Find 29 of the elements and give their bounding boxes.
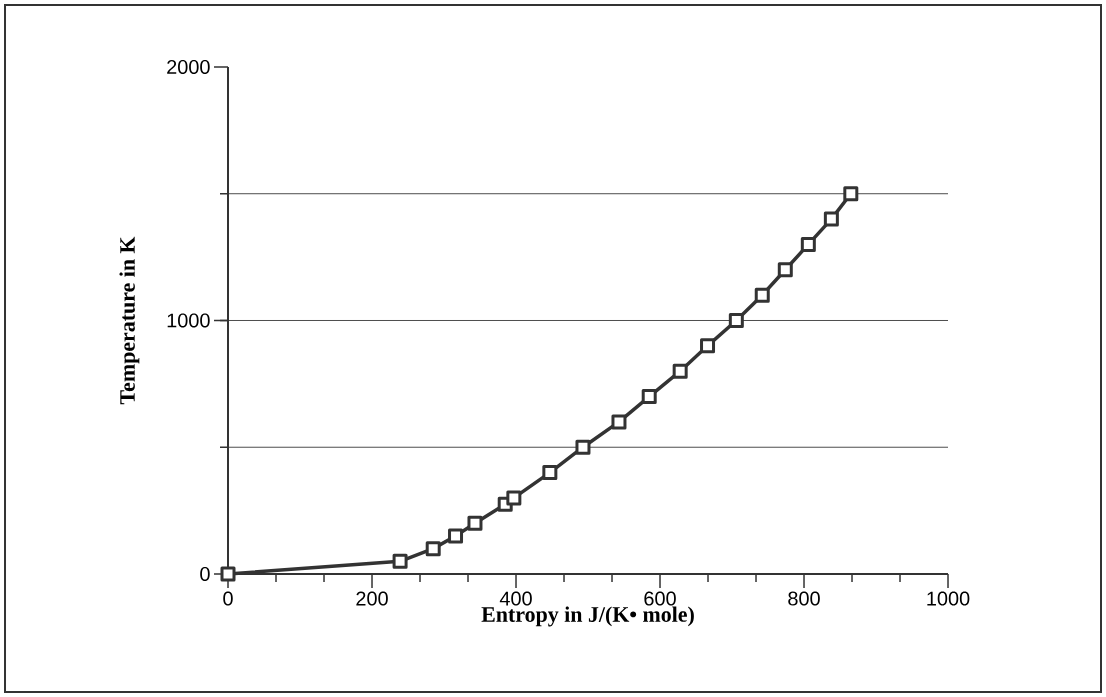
y-tick-label: 1000 (167, 313, 210, 328)
point (467, 515, 483, 531)
point (448, 528, 464, 544)
point (392, 553, 408, 569)
point (843, 186, 859, 202)
point (641, 389, 657, 405)
x-tick-label: 400 (499, 591, 532, 606)
point (777, 262, 793, 278)
point (700, 338, 716, 354)
point (220, 566, 236, 582)
point (672, 363, 688, 379)
point (506, 490, 522, 506)
point (800, 236, 816, 252)
x-tick-label: 600 (644, 591, 676, 606)
point (754, 287, 770, 303)
x-tick-label: 200 (356, 591, 388, 606)
x-tick-label: 1000 (927, 591, 970, 606)
point (425, 541, 441, 557)
x-tick-label: 800 (788, 591, 820, 606)
y-tick-label: 0 (200, 566, 210, 582)
point (575, 439, 591, 455)
point (542, 465, 558, 481)
x-tick-label: 0 (223, 591, 233, 606)
y-axis-title: Temperature in K (119, 236, 140, 405)
x-axis-title: Entropy in J/(K• mole) (481, 606, 694, 627)
point (611, 414, 627, 430)
y-tick-label: 2000 (167, 59, 210, 75)
point (728, 312, 744, 328)
point (823, 211, 839, 227)
